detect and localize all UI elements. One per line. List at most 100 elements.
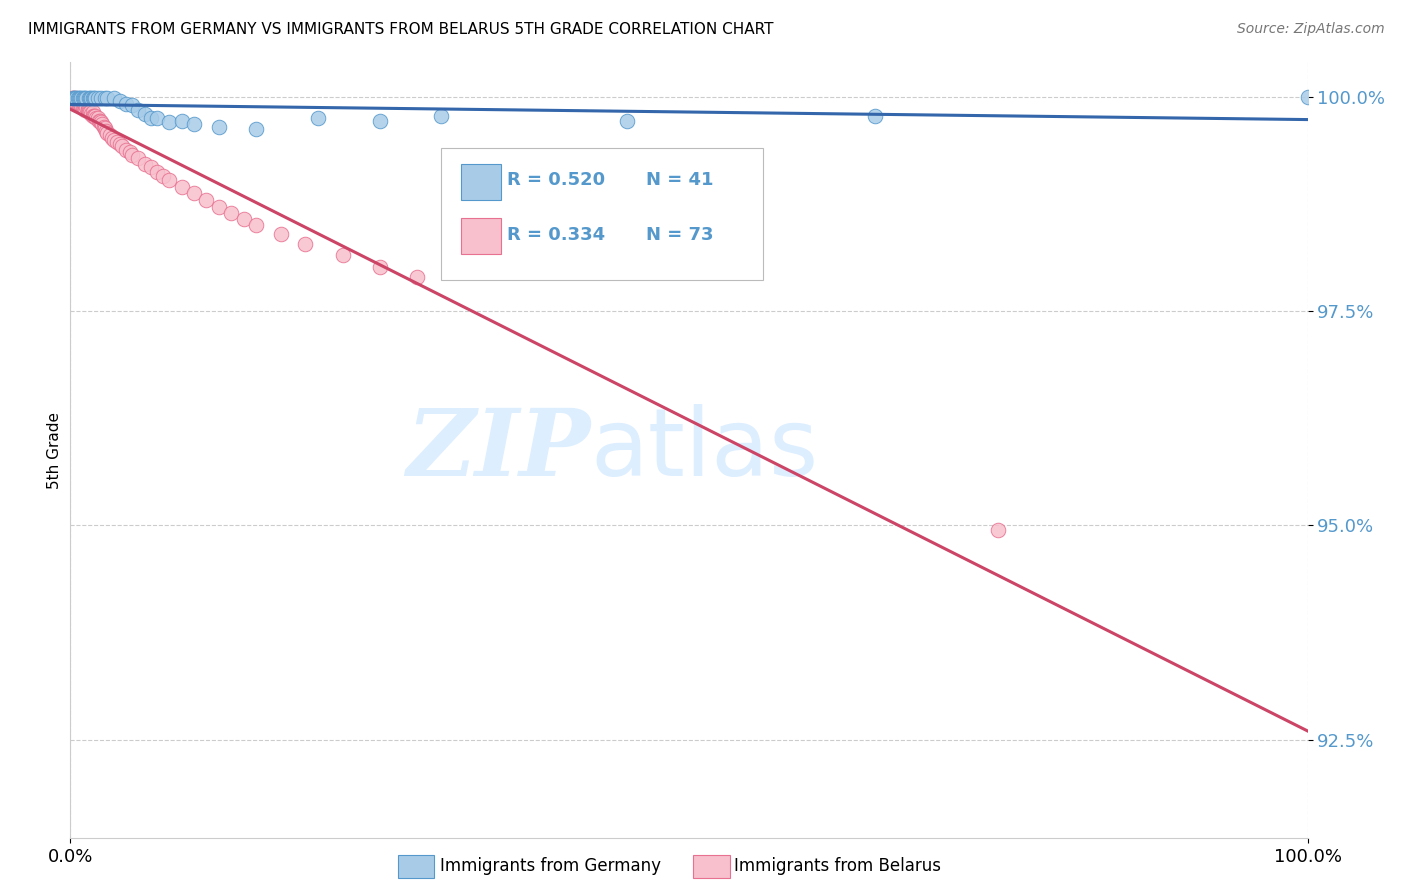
Point	[69, 97, 91, 112]
Point	[75, 91, 97, 105]
Point	[105, 135, 128, 149]
Point	[118, 145, 141, 160]
Point	[62, 92, 84, 106]
Point	[75, 91, 97, 105]
Point	[94, 121, 117, 136]
Point	[66, 91, 89, 105]
Point	[115, 96, 138, 111]
Point	[134, 107, 156, 121]
Point	[863, 109, 886, 123]
Point	[73, 96, 96, 111]
Point	[87, 113, 110, 128]
Point	[94, 91, 117, 105]
Point	[121, 148, 143, 162]
Point	[65, 92, 87, 106]
Point	[63, 93, 86, 107]
Point	[89, 113, 111, 128]
Point	[72, 100, 94, 114]
Point	[96, 91, 118, 105]
Point	[183, 186, 205, 200]
Point	[183, 117, 205, 131]
Point	[121, 98, 143, 112]
Point	[405, 269, 427, 284]
Point	[79, 91, 101, 105]
Text: Immigrants from Belarus: Immigrants from Belarus	[734, 857, 941, 875]
FancyBboxPatch shape	[441, 148, 763, 280]
Point	[1296, 89, 1319, 103]
Point	[75, 98, 97, 112]
Point	[82, 105, 104, 120]
Point	[60, 91, 83, 105]
Point	[294, 237, 316, 252]
Text: R = 0.520: R = 0.520	[508, 171, 605, 189]
Point	[83, 109, 105, 123]
Text: atlas: atlas	[591, 404, 818, 497]
Point	[134, 156, 156, 170]
Point	[77, 105, 100, 120]
Point	[65, 91, 87, 105]
Point	[170, 179, 193, 194]
Point	[69, 94, 91, 108]
Point	[108, 136, 131, 151]
Point	[67, 96, 90, 111]
Point	[368, 260, 391, 274]
Point	[108, 94, 131, 108]
Point	[73, 101, 96, 115]
Point	[208, 120, 231, 134]
Point	[232, 211, 254, 226]
Point	[616, 113, 638, 128]
FancyBboxPatch shape	[461, 164, 501, 200]
Point	[152, 169, 174, 183]
Point	[208, 200, 231, 214]
Point	[127, 103, 149, 117]
Point	[82, 91, 104, 105]
Point	[115, 143, 138, 157]
Point	[72, 95, 94, 110]
Point	[93, 120, 115, 134]
Point	[77, 103, 100, 118]
Point	[170, 113, 193, 128]
Point	[245, 219, 267, 233]
Point	[80, 107, 103, 121]
Point	[195, 193, 218, 207]
Point	[67, 91, 90, 105]
Point	[987, 523, 1010, 537]
Point	[146, 111, 169, 125]
Point	[157, 115, 180, 129]
Point	[65, 95, 87, 109]
Point	[62, 91, 84, 105]
Point	[219, 205, 242, 219]
Text: IMMIGRANTS FROM GERMANY VS IMMIGRANTS FROM BELARUS 5TH GRADE CORRELATION CHART: IMMIGRANTS FROM GERMANY VS IMMIGRANTS FR…	[28, 22, 773, 37]
Text: N = 73: N = 73	[645, 227, 713, 244]
Point	[75, 103, 97, 117]
Point	[127, 152, 149, 166]
Point	[77, 91, 100, 105]
Point	[307, 111, 329, 125]
Point	[65, 91, 87, 105]
Point	[90, 91, 112, 105]
Point	[75, 100, 97, 114]
Point	[70, 91, 93, 105]
Point	[79, 105, 101, 120]
Point	[368, 113, 391, 128]
Point	[430, 109, 453, 123]
Point	[67, 93, 90, 107]
FancyBboxPatch shape	[461, 219, 501, 254]
Text: ZIP: ZIP	[406, 406, 591, 495]
Point	[65, 93, 87, 107]
Point	[66, 95, 89, 110]
Text: Source: ZipAtlas.com: Source: ZipAtlas.com	[1237, 22, 1385, 37]
Point	[70, 95, 93, 109]
Point	[111, 139, 134, 153]
Point	[98, 128, 121, 143]
Point	[70, 98, 93, 112]
Point	[96, 126, 118, 140]
Point	[65, 91, 87, 105]
Point	[96, 124, 118, 138]
Point	[86, 111, 108, 125]
Text: R = 0.334: R = 0.334	[508, 227, 605, 244]
Point	[157, 173, 180, 187]
Point	[103, 91, 125, 105]
Point	[90, 115, 112, 129]
Point	[91, 117, 114, 131]
